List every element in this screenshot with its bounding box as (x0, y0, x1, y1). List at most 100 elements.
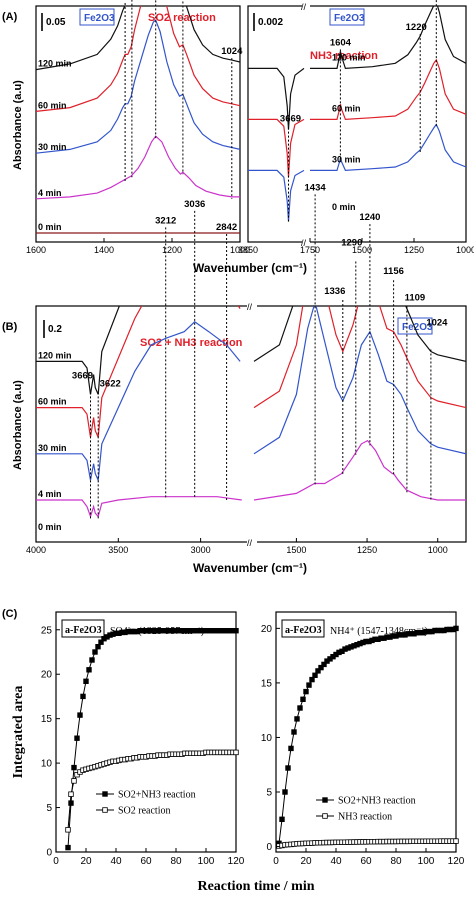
x-axis-label-c: Reaction time / min (197, 879, 314, 894)
panel-label-a: (A) (2, 11, 18, 23)
plot-frame-a1 (35, 5, 241, 243)
y-tick-label-c1-1: 5 (46, 803, 52, 814)
series-name-a2-1: 30 min (332, 154, 361, 164)
series-name-a1-2: 30 min (38, 142, 67, 152)
x-ticks-b: 4000 3500 3000 1500 1250 1000 (26, 538, 448, 555)
x-tick-label-a1-1: 1400 (94, 245, 114, 255)
y-tick-label-c1-5: 25 (41, 625, 53, 636)
panel-a2: // // 0.002 Fe2O3 NH3 reaction 3669 1604 1… (238, 0, 474, 255)
band-label-c2: NH4⁺ (1547-1348cm⁻¹) (330, 626, 428, 637)
material-box-c1 (61, 619, 105, 638)
x-tick-label-a2-1: 1750 (300, 245, 320, 255)
peak-labels-b: 3669 3622 3212 3036 2842 1434 1336 1290 1240 1156… (72, 182, 448, 519)
x-tick-label-c2-4: 80 (390, 856, 402, 867)
legend-marker-c1-0 (102, 791, 108, 797)
series-line-b-1-1 (253, 439, 466, 501)
y-axis-label-b: Absorbance (a.u) (12, 380, 24, 470)
material-label-b: Fe2O3 (402, 322, 433, 333)
x-tick-label-b-4: 1250 (357, 545, 377, 555)
legend-c2: SO2+NH3 reaction NH3 reaction (316, 796, 416, 823)
scale-bar-label-a1: 0.05 (46, 17, 66, 28)
y-tick-label-c2-4: 20 (261, 624, 273, 635)
series-names-b: 0 min 4 min 30 min 60 min 120 min (38, 350, 72, 532)
series-line-b-2-0 (36, 321, 241, 483)
legend-label-c1-1: SO2 reaction (118, 806, 171, 817)
data-point-c2-0-8 (300, 696, 306, 702)
data-point-c1-0-6 (83, 678, 89, 684)
plot-frame-a2 (247, 5, 467, 243)
series-group-b (36, 306, 466, 519)
peak-label-b-6: 1336 (324, 286, 345, 297)
material-box-c2 (281, 619, 325, 638)
series-name-a1-3: 60 min (38, 100, 67, 110)
axis-break-gap-b-top (247, 302, 257, 310)
data-point-c2-0-11 (309, 676, 315, 683)
y-tick-label-c2-1: 5 (266, 788, 272, 799)
data-point-c2-0-15 (321, 661, 327, 668)
x-tick-label-c1-6: 120 (228, 856, 245, 867)
series-name-a1-0: 0 min (38, 222, 62, 232)
series-name-b-4: 120 min (38, 350, 72, 360)
x-tick-label-b-2: 3000 (191, 545, 211, 555)
reaction-title-a1: SO2 reaction (148, 12, 216, 24)
series-line-b-4-0 (36, 306, 121, 395)
data-point-c2-0-9 (303, 688, 309, 695)
data-point-c1-0-11 (98, 639, 104, 645)
x-tick-label-c1-4: 80 (170, 856, 182, 867)
legend-marker-c2-0 (322, 797, 328, 803)
data-point-c2-1-59 (453, 838, 459, 844)
x-tick-label-a1-0: 1600 (26, 245, 46, 255)
material-label-a1: Fe2O3 (84, 13, 115, 24)
series-group-c1 (65, 628, 239, 851)
x-tick-label-a1-3: 1000 (230, 245, 250, 255)
axis-break-gap-a2-top (302, 2, 310, 10)
peak-label-a1-0: 1338 (113, 0, 134, 2)
peak-labels-a1: 13381318124811681024 (113, 0, 243, 199)
x-tick-label-b-0: 4000 (26, 545, 46, 555)
peak-label-a2-2: 1220 (406, 22, 427, 33)
data-point-c1-0-9 (92, 649, 98, 655)
series-name-a2-0: 0 min (332, 202, 356, 212)
peak-label-b-8: 1240 (359, 212, 380, 223)
x-axis-label-b: Wavenumber (cm⁻¹) (193, 561, 307, 575)
series-line-a2-2-1 (310, 58, 466, 121)
material-label-c1: a-Fe2O3 (65, 625, 102, 636)
data-point-c2-0-2 (282, 789, 288, 795)
series-names-a1: 0 min 4 min 30 min 60 min 120 min (38, 59, 72, 232)
series-line-b-3-0 (36, 306, 241, 438)
series-line-a1-2-0 (36, 19, 240, 154)
data-point-c1-0-56 (233, 628, 239, 634)
data-point-c1-0-10 (95, 644, 101, 650)
data-point-c1-0-4 (77, 712, 83, 718)
y-tick-label-c1-0: 0 (46, 848, 52, 859)
y-tick-label-c1-2: 10 (41, 759, 53, 770)
x-tick-label-b-5: 1000 (428, 545, 448, 555)
data-point-c2-0-7 (297, 705, 303, 711)
peak-label-a2-1: 1604 (330, 37, 352, 48)
series-line-a1-3-0 (36, 6, 240, 112)
data-point-c2-0-10 (306, 682, 312, 688)
peak-label-b-1: 3622 (100, 378, 121, 389)
data-point-c2-0-5 (291, 729, 297, 735)
data-point-c1-0-7 (86, 667, 92, 673)
legend-c1: SO2+NH3 reaction SO2 reaction (96, 790, 196, 817)
series-line-b-1-0 (36, 496, 242, 519)
data-point-c1-0-2 (71, 764, 77, 771)
data-point-c1-1-56 (233, 749, 239, 756)
data-point-c2-0-4 (288, 745, 294, 752)
series-name-b-1: 4 min (38, 489, 62, 499)
series-group-c2 (276, 625, 459, 849)
reaction-title-a2: NH3 reaction (310, 50, 378, 62)
x-tick-label-c1-0: 0 (53, 856, 59, 867)
axis-break-mark-a2-bottom: // (301, 238, 307, 248)
data-point-c1-1-1 (68, 791, 74, 797)
x-tick-label-c2-1: 20 (300, 856, 312, 867)
y-tick-label-c1-4: 20 (41, 670, 53, 681)
x-tick-label-c2-0: 0 (273, 856, 279, 867)
data-point-c2-0-1 (279, 816, 285, 822)
series-line-a1-1-0 (36, 135, 240, 200)
axes-c1: 0 20 40 60 80 100 120 0 5 10 15 20 25 (41, 625, 245, 867)
data-point-c2-0-13 (315, 668, 321, 674)
series-name-a1-4: 120 min (38, 59, 72, 69)
peak-label-b-7: 1290 (341, 238, 362, 249)
